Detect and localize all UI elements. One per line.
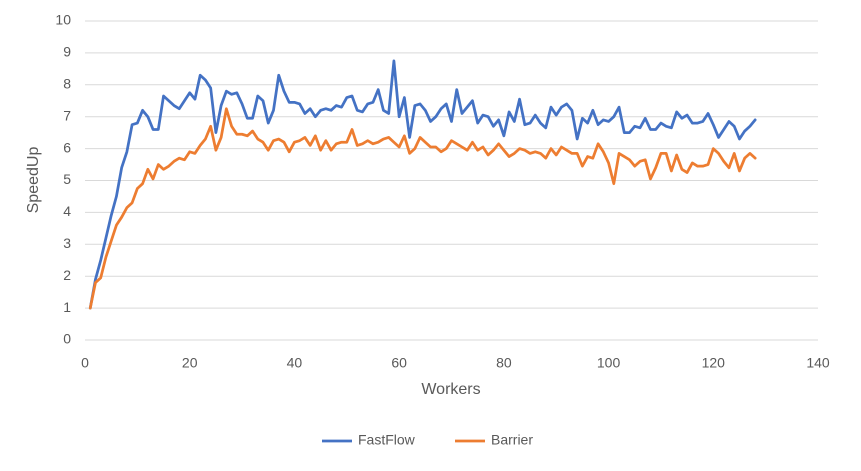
- y-tick-label: 6: [63, 139, 71, 155]
- x-tick-label: 0: [81, 355, 89, 371]
- data-line: [88, 107, 757, 310]
- y-axis-title: SpeedUp: [25, 147, 42, 214]
- y-tick-label: 3: [63, 235, 71, 251]
- y-tick-label: 7: [63, 107, 71, 123]
- y-tick-label: 2: [63, 267, 71, 283]
- x-tick-label: 140: [806, 355, 830, 371]
- y-tick-label: 0: [63, 331, 71, 347]
- x-tick-label: 80: [496, 355, 512, 371]
- y-tick-label: 5: [63, 171, 71, 187]
- x-tick-label: 20: [182, 355, 198, 371]
- y-tick-label: 9: [63, 44, 71, 60]
- y-tick-label: 8: [63, 76, 71, 92]
- data-line: [88, 59, 757, 310]
- x-tick-label: 100: [597, 355, 621, 371]
- x-tick-label: 120: [702, 355, 726, 371]
- y-tick-label: 10: [55, 12, 71, 28]
- y-tick-label: 4: [63, 203, 71, 219]
- x-tick-label: 60: [391, 355, 407, 371]
- legend-label: Barrier: [491, 432, 533, 448]
- y-tick-label: 1: [63, 299, 71, 315]
- x-tick-label: 40: [287, 355, 303, 371]
- legend-label: FastFlow: [358, 432, 416, 448]
- x-axis-title: Workers: [421, 381, 480, 398]
